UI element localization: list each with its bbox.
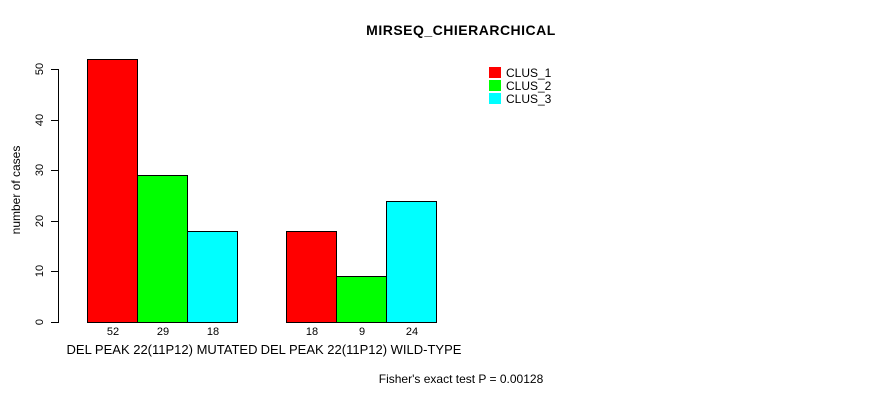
category-label: DEL PEAK 22(11P12) MUTATED [66, 342, 258, 357]
y-tick-label: 0 [34, 318, 46, 326]
y-axis-label: number of cases [9, 145, 23, 235]
legend-label: CLUS_2 [506, 78, 552, 93]
bar [336, 276, 387, 323]
bar [87, 59, 138, 323]
y-tick-label: 40 [34, 113, 46, 127]
legend-color-swatch [489, 93, 501, 104]
y-tick-mark [51, 221, 58, 222]
bar-value-label: 18 [305, 326, 319, 338]
legend-item: CLUS_1 [489, 65, 552, 80]
legend: CLUS_1 CLUS_2 CLUS_3 [489, 65, 552, 106]
legend-label: CLUS_1 [506, 65, 552, 80]
legend-item: CLUS_3 [489, 91, 552, 106]
y-tick-label: 50 [34, 62, 46, 76]
bar-value-label: 29 [156, 326, 170, 338]
bar [386, 201, 437, 323]
legend-color-swatch [489, 80, 501, 91]
chart-title: MIRSEQ_CHIERARCHICAL [366, 22, 556, 38]
y-tick-mark [51, 322, 58, 323]
footnote: Fisher's exact test P = 0.00128 [378, 372, 544, 386]
y-axis-line [58, 69, 59, 323]
legend-label: CLUS_3 [506, 91, 552, 106]
y-tick-label: 20 [34, 214, 46, 228]
y-tick-label: 30 [34, 163, 46, 177]
bar-value-label: 24 [405, 326, 419, 338]
legend-item: CLUS_2 [489, 78, 552, 93]
y-tick-mark [51, 120, 58, 121]
bar [187, 231, 238, 323]
y-tick-label: 10 [34, 264, 46, 278]
y-tick-mark [51, 69, 58, 70]
y-tick-mark [51, 170, 58, 171]
legend-color-swatch [489, 67, 501, 78]
category-label: DEL PEAK 22(11P12) WILD-TYPE [260, 342, 462, 357]
bar [286, 231, 337, 323]
bar-value-label: 52 [106, 326, 120, 338]
bar-value-label: 9 [358, 326, 366, 338]
y-tick-mark [51, 271, 58, 272]
bar [137, 175, 188, 323]
bar-value-label: 18 [206, 326, 220, 338]
